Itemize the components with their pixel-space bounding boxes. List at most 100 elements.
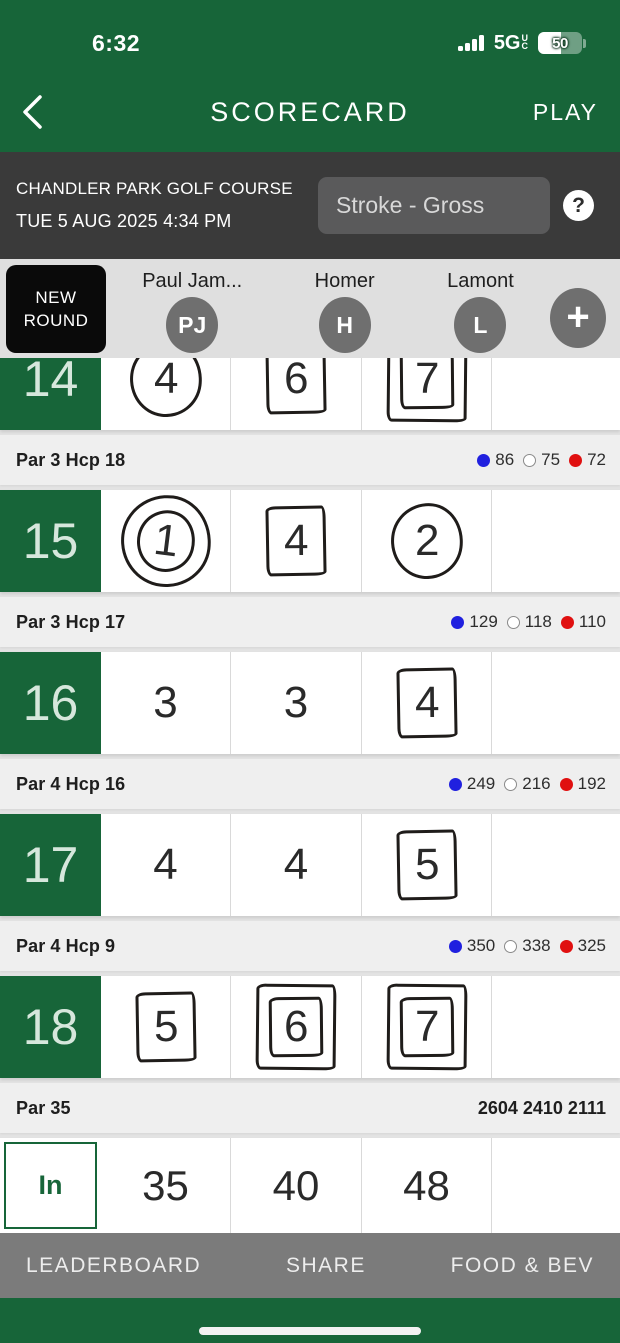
scoring-mode-dropdown[interactable]: Stroke - Gross <box>318 177 550 234</box>
score-value: 4 <box>153 358 178 403</box>
score-value: 3 <box>283 678 309 727</box>
battery-percent: 50 <box>552 34 568 52</box>
add-player-button[interactable]: + <box>550 287 606 348</box>
back-button[interactable] <box>22 92 62 132</box>
double-bogey-box-mark: 7 <box>386 983 467 1071</box>
play-button[interactable]: PLAY <box>532 98 598 125</box>
double-bogey-inner-box: 6 <box>268 996 324 1058</box>
score-cell-hole14-player4[interactable] <box>491 358 620 430</box>
score-value: 5 <box>153 1001 178 1052</box>
score-cell-hole17-player1[interactable]: 4 <box>101 814 230 916</box>
hole-number: 14 <box>22 358 79 407</box>
score-cell-hole15-player1[interactable]: 1 <box>101 489 230 593</box>
eagle-double-circle-mark: 1 <box>115 489 216 593</box>
round-info-bar: CHANDLER PARK GOLF COURSE TUE 5 AUG 2025… <box>0 152 620 259</box>
score-cell-hole14-player2[interactable]: 6 <box>230 358 361 430</box>
in-total-value: 48 <box>403 1161 450 1209</box>
hole-info-row: Par 3 Hcp 18 86 75 72 <box>0 435 620 485</box>
tee-distance: 325 <box>559 936 606 956</box>
app-header: SCORECARD PLAY <box>0 72 620 152</box>
tee-distance: 216 <box>504 774 551 794</box>
score-cell-hole18-player1[interactable]: 5 <box>101 976 230 1078</box>
score-value: 7 <box>414 358 439 404</box>
par-hcp-label: Par 3 Hcp 17 <box>16 611 126 632</box>
score-cell-content: 3 <box>101 652 230 754</box>
score-cell-hole17-player3[interactable]: 5 <box>361 814 491 916</box>
hole-number-cell: 15 <box>0 490 101 592</box>
double-bogey-inner-box: 7 <box>399 358 454 410</box>
new-round-button[interactable]: NEW ROUND <box>6 264 106 353</box>
score-cell-hole14-player1[interactable]: 4 <box>101 358 230 430</box>
bogey-box-mark: 4 <box>395 667 458 739</box>
tee-distance-value: 192 <box>577 774 606 793</box>
hole-row-14: 14 4 6 7 <box>0 358 620 430</box>
in-total-value: 35 <box>142 1161 189 1209</box>
player-1[interactable]: Paul Jam... PJ <box>142 270 242 353</box>
help-button[interactable]: ? <box>563 190 594 221</box>
double-bogey-box-mark: 7 <box>386 358 467 423</box>
red-tee-icon <box>559 939 573 953</box>
in-total-value: 40 <box>272 1161 320 1209</box>
tee-distance-value: 350 <box>466 936 496 955</box>
tee-distances: 350 338 325 <box>448 936 606 956</box>
in-total-player2: 40 <box>230 1138 361 1233</box>
bogey-box-mark: 4 <box>265 505 327 577</box>
score-value: 4 <box>414 677 439 728</box>
score-cell-hole16-player4[interactable] <box>491 652 620 754</box>
score-cell-hole17-player4[interactable] <box>491 814 620 916</box>
tee-distances: 86 75 72 <box>477 450 606 470</box>
tee-distance: 129 <box>451 612 498 632</box>
score-cell-content: 6 <box>231 358 361 430</box>
page-title: SCORECARD <box>210 96 410 127</box>
score-cell-hole15-player3[interactable]: 2 <box>361 490 491 592</box>
red-tee-icon <box>559 777 573 791</box>
score-value: 7 <box>414 1002 439 1052</box>
double-bogey-box-mark: 6 <box>255 983 337 1071</box>
score-cell-hole15-player2[interactable]: 4 <box>230 490 361 592</box>
blue-tee-icon <box>477 453 491 467</box>
hole-number: 18 <box>22 999 79 1055</box>
nav-food-bev[interactable]: FOOD & BEV <box>450 1253 594 1277</box>
tee-distance-value: 249 <box>466 774 496 793</box>
blue-tee-icon <box>451 615 465 629</box>
tee-distance-value: 110 <box>578 612 606 631</box>
player-3[interactable]: Lamont L <box>447 270 514 353</box>
bottom-nav: LEADERBOARD SHARE FOOD & BEV <box>0 1233 620 1298</box>
battery-icon: 50 <box>538 32 582 54</box>
score-cell-hole15-player4[interactable] <box>491 490 620 592</box>
player-avatar[interactable]: H <box>318 297 371 353</box>
tee-distance: 350 <box>448 936 496 956</box>
hole-number-cell: 14 <box>0 358 101 430</box>
tee-distance: 86 <box>477 450 514 470</box>
hole-number-cell: 17 <box>0 814 101 916</box>
score-cell-content <box>492 358 620 430</box>
score-cell-hole18-player2[interactable]: 6 <box>230 976 361 1078</box>
score-cell-hole16-player2[interactable]: 3 <box>230 652 361 754</box>
in-total-player1: 35 <box>101 1138 230 1233</box>
player-avatar[interactable]: L <box>454 297 507 353</box>
score-cell-hole14-player3[interactable]: 7 <box>361 358 491 430</box>
tee-distance-value: 216 <box>522 774 551 793</box>
score-value: 2 <box>414 515 439 565</box>
player-2[interactable]: Homer H <box>315 270 375 353</box>
double-bogey-inner-box: 7 <box>399 996 454 1058</box>
score-cell-hole16-player1[interactable]: 3 <box>101 652 230 754</box>
score-value: 5 <box>414 839 439 890</box>
nav-leaderboard[interactable]: LEADERBOARD <box>26 1253 202 1277</box>
score-cell-hole16-player3[interactable]: 4 <box>361 652 491 754</box>
home-indicator[interactable] <box>199 1327 421 1335</box>
tee-distance: 72 <box>569 450 606 470</box>
in-label-cell: In <box>0 1138 101 1233</box>
hole-number: 15 <box>22 513 79 569</box>
tee-distances: 129 118 110 <box>451 612 606 632</box>
score-cell-hole17-player2[interactable]: 4 <box>230 814 361 916</box>
player-avatar[interactable]: PJ <box>166 297 219 353</box>
nav-share[interactable]: SHARE <box>286 1253 366 1277</box>
round-datetime: TUE 5 AUG 2025 4:34 PM <box>16 211 232 231</box>
score-cell-hole18-player4[interactable] <box>491 976 620 1078</box>
par-hcp-label: Par 3 Hcp 18 <box>16 449 126 470</box>
score-cell-hole18-player3[interactable]: 7 <box>361 976 491 1078</box>
